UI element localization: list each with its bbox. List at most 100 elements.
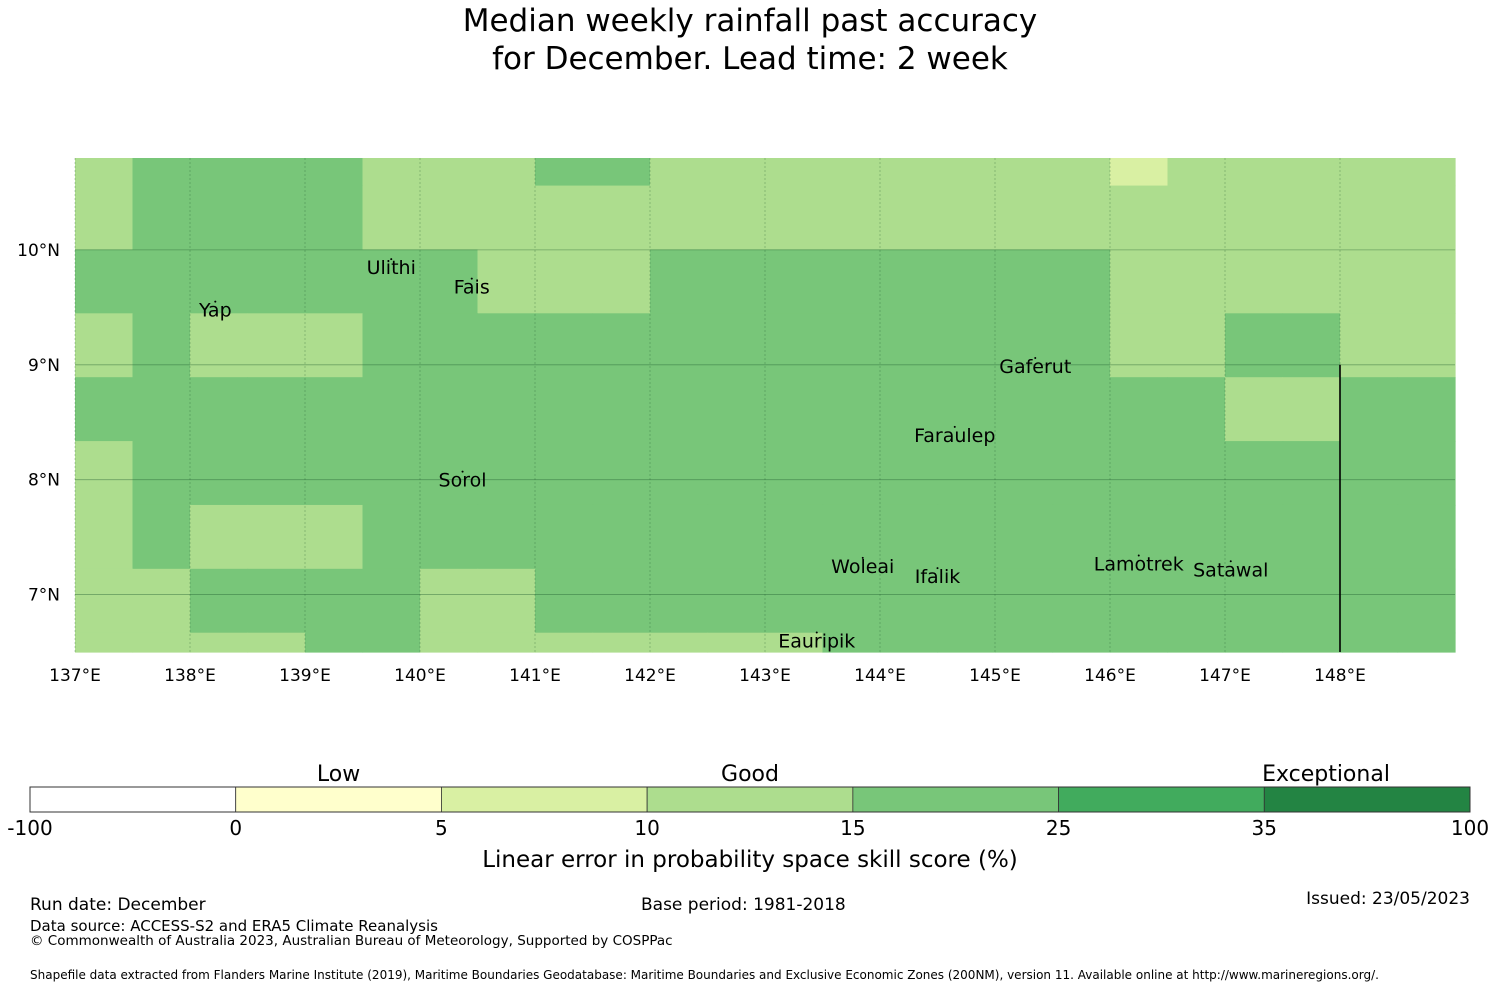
grid-cell: [477, 441, 536, 506]
grid-cell: [765, 568, 824, 634]
grid-cell: [995, 632, 1054, 653]
grid-cell: [765, 377, 824, 442]
grid-cell: [650, 158, 709, 187]
skill-grid: [75, 158, 1456, 653]
y-axis-ticks: 10°N 9°N 8°N 7°N: [17, 241, 60, 606]
grid-cell: [765, 441, 824, 506]
colorbar-tick-label: 100: [1451, 816, 1489, 840]
grid-cell: [477, 568, 536, 634]
grid-cell: [995, 377, 1054, 442]
grid-cell: [535, 377, 594, 442]
grid-cell: [477, 249, 536, 314]
grid-cell: [822, 185, 881, 251]
grid-cell: [937, 158, 996, 187]
grid-cell: [190, 504, 249, 570]
grid-cell: [1167, 249, 1226, 314]
grid-cell: [362, 158, 421, 187]
grid-cell: [132, 158, 191, 187]
grid-cell: [880, 632, 939, 653]
grid-cell: [1282, 441, 1341, 506]
colorbar-tick-label: 5: [435, 816, 448, 840]
grid-cell: [305, 313, 364, 378]
grid-cell: [190, 158, 249, 187]
grid-cell: [822, 632, 881, 653]
grid-cell: [1225, 504, 1284, 570]
grid-cell: [535, 441, 594, 506]
grid-cell: [75, 313, 134, 378]
grid-cell: [937, 185, 996, 251]
grid-cell: [1397, 377, 1456, 442]
grid-cell: [995, 313, 1054, 378]
grid-cell: [707, 249, 766, 314]
grid-cell: [650, 632, 709, 653]
grid-cell: [190, 441, 249, 506]
grid-cell: [1052, 504, 1111, 570]
grid-cell: [535, 249, 594, 314]
grid-cell: [1052, 568, 1111, 634]
grid-cell: [362, 185, 421, 251]
grid-cell: [305, 249, 364, 314]
grid-cell: [1167, 441, 1226, 506]
grid-cell: [1397, 249, 1456, 314]
grid-cell: [132, 249, 191, 314]
issued-date: Issued: 23/05/2023: [1306, 889, 1470, 909]
grid-cell: [1397, 504, 1456, 570]
colorbar-segment: [235, 786, 442, 813]
base-period: Base period: 1981-2018: [641, 895, 846, 915]
grid-cell: [592, 185, 651, 251]
run-date: Run date: December: [30, 895, 206, 915]
place-label: Sorol: [439, 470, 487, 492]
grid-cell: [420, 158, 479, 187]
grid-cell: [1167, 158, 1226, 187]
grid-cell: [880, 313, 939, 378]
grid-cell: [132, 504, 191, 570]
grid-cell: [707, 158, 766, 187]
grid-cell: [1110, 185, 1169, 251]
grid-cell: [1052, 313, 1111, 378]
grid-cell: [1052, 249, 1111, 314]
grid-cell: [1282, 158, 1341, 187]
grid-cell: [1052, 377, 1111, 442]
grid-cell: [1397, 441, 1456, 506]
island-marker: [461, 470, 464, 473]
grid-cell: [1167, 504, 1226, 570]
grid-cell: [880, 504, 939, 570]
colorbar-legend: -100 0 5 10 15 25 35 100 Low Good Exceptional Linea…: [7, 762, 1489, 873]
grid-cell: [247, 632, 306, 653]
grid-cell: [1110, 249, 1169, 314]
colorbar-frame: [29, 786, 1471, 813]
graticule: [74, 158, 1455, 652]
grid-cell: [1225, 249, 1284, 314]
grid-cell: [305, 158, 364, 187]
category-label: Good: [721, 762, 779, 787]
grid-cell: [362, 313, 421, 378]
grid-cell: [592, 441, 651, 506]
grid-cell: [937, 632, 996, 653]
grid-cell: [765, 313, 824, 378]
grid-cell: [247, 158, 306, 187]
grid-cell: [1340, 185, 1399, 251]
grid-cell: [1225, 568, 1284, 634]
grid-cell: [1397, 568, 1456, 634]
island-marker: [1229, 560, 1232, 563]
grid-cell: [420, 568, 479, 634]
grid-cell: [765, 158, 824, 187]
grid-cell: [247, 249, 306, 314]
grid-cell: [707, 441, 766, 506]
grid-cell: [822, 377, 881, 442]
grid-cell: [707, 568, 766, 634]
grid-cell: [305, 185, 364, 251]
category-label: Exceptional: [1262, 762, 1390, 787]
grid-cell: [937, 568, 996, 634]
grid-cell: [75, 158, 134, 187]
grid-cell: [305, 377, 364, 442]
grid-cell: [880, 249, 939, 314]
grid-cell: [362, 504, 421, 570]
grid-cell: [247, 185, 306, 251]
grid-cell: [1110, 568, 1169, 634]
grid-cell: [190, 632, 249, 653]
grid-cell: [1052, 185, 1111, 251]
x-tick-label: 140°E: [394, 666, 446, 686]
island-marker: [815, 631, 818, 634]
title-line-2: for December. Lead time: 2 week: [492, 41, 1008, 77]
